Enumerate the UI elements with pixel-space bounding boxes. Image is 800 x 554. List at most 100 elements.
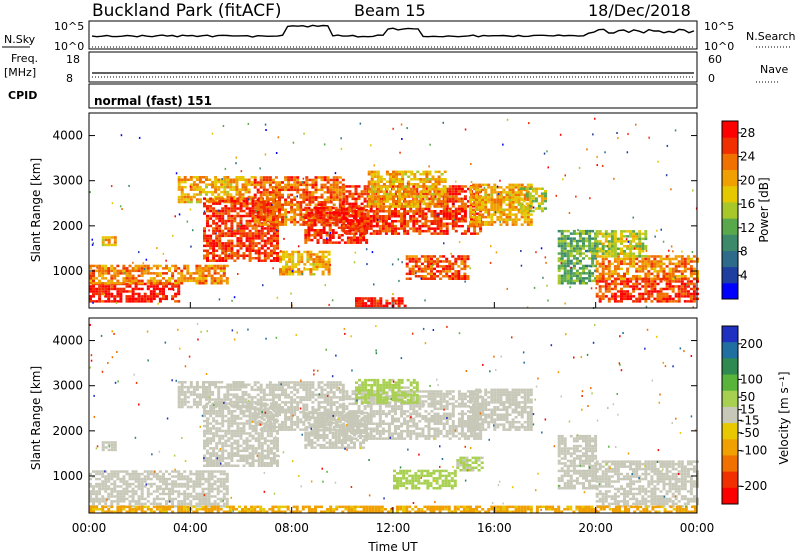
heatmap-cell bbox=[430, 270, 433, 273]
heatmap-cell bbox=[220, 185, 224, 189]
heatmap-cell bbox=[254, 244, 258, 248]
heatmap-cell bbox=[499, 208, 503, 211]
noise-point bbox=[670, 188, 672, 191]
heatmap-cell bbox=[248, 242, 252, 245]
heatmap-cell bbox=[266, 212, 270, 215]
heatmap-cell bbox=[131, 277, 135, 280]
heatmap-cell bbox=[428, 200, 432, 203]
heatmap-cell bbox=[415, 217, 419, 220]
heatmap-cell bbox=[110, 243, 114, 247]
heatmap-cell bbox=[475, 193, 479, 197]
heatmap-cell bbox=[205, 198, 208, 201]
noise-point bbox=[681, 250, 683, 253]
heatmap-cell bbox=[591, 252, 595, 255]
heatmap-cell bbox=[218, 244, 222, 248]
noise-point bbox=[340, 147, 343, 150]
heatmap-cell bbox=[427, 197, 431, 201]
heatmap-cell bbox=[140, 267, 144, 270]
heatmap-cell bbox=[656, 290, 660, 293]
heatmap-cell bbox=[98, 297, 102, 301]
heatmap-cell bbox=[210, 267, 214, 270]
heatmap-cell bbox=[113, 475, 117, 478]
heatmap-cell bbox=[653, 262, 657, 266]
heatmap-cell bbox=[239, 209, 243, 213]
heatmap-cell bbox=[582, 257, 585, 260]
heatmap-cell bbox=[268, 183, 272, 187]
heatmap-cell bbox=[613, 242, 617, 245]
heatmap-cell bbox=[319, 206, 323, 210]
heatmap-cell bbox=[445, 212, 449, 215]
heatmap-cell bbox=[451, 195, 455, 198]
heatmap-cell bbox=[128, 495, 132, 498]
heatmap-cell bbox=[410, 190, 414, 193]
heatmap-cell bbox=[629, 255, 633, 258]
heatmap-cell bbox=[131, 497, 135, 501]
heatmap-cell bbox=[351, 215, 355, 218]
heatmap-cell bbox=[392, 202, 395, 206]
noise-point bbox=[657, 160, 659, 163]
heatmap-cell bbox=[107, 287, 111, 291]
heatmap-cell bbox=[479, 227, 483, 230]
heatmap-cell bbox=[653, 287, 657, 291]
heatmap-cell bbox=[183, 490, 187, 493]
noise-point bbox=[334, 172, 337, 175]
heatmap-cell bbox=[98, 292, 102, 296]
heatmap-cell bbox=[508, 208, 512, 211]
heatmap-cell bbox=[490, 188, 494, 192]
heatmap-cell bbox=[656, 262, 660, 266]
noise-point bbox=[499, 212, 501, 215]
heatmap-cell bbox=[414, 265, 418, 268]
heatmap-cell bbox=[183, 495, 187, 498]
heatmap-cell bbox=[644, 232, 648, 236]
heatmap-cell bbox=[177, 180, 181, 184]
heatmap-cell bbox=[610, 280, 614, 283]
noise-point bbox=[575, 195, 577, 198]
heatmap-cell bbox=[202, 190, 205, 194]
noise-point bbox=[665, 174, 668, 177]
heatmap-cell bbox=[183, 274, 187, 278]
heatmap-cell bbox=[403, 220, 407, 223]
heatmap-cell bbox=[375, 210, 379, 213]
heatmap-cell bbox=[332, 218, 336, 221]
heatmap-cell bbox=[493, 188, 497, 192]
heatmap-cell bbox=[409, 227, 413, 230]
heatmap-cell bbox=[437, 197, 441, 201]
heatmap-cell bbox=[331, 234, 335, 237]
heatmap-cell bbox=[626, 252, 630, 255]
heatmap-cell bbox=[575, 252, 579, 255]
heatmap-cell bbox=[307, 219, 311, 222]
heatmap-cell bbox=[415, 229, 419, 233]
heatmap-cell bbox=[638, 265, 642, 268]
heatmap-cell bbox=[511, 186, 515, 189]
heatmap-cell bbox=[113, 274, 117, 278]
heatmap-cell bbox=[463, 267, 467, 271]
heatmap-cell bbox=[229, 193, 233, 196]
noise-point bbox=[96, 266, 98, 269]
noise-point bbox=[499, 179, 501, 182]
heatmap-cell bbox=[149, 272, 153, 275]
heatmap-cell bbox=[285, 273, 289, 276]
heatmap-cell bbox=[419, 200, 423, 203]
heatmap-cell bbox=[272, 234, 276, 238]
heatmap-cell bbox=[239, 204, 243, 208]
heatmap-cell bbox=[418, 210, 422, 213]
heatmap-cell bbox=[650, 282, 654, 286]
heatmap-cell bbox=[683, 262, 687, 266]
heatmap-cell bbox=[412, 229, 416, 233]
heatmap-cell bbox=[98, 287, 102, 291]
heatmap-cell bbox=[463, 207, 467, 211]
heatmap-cell bbox=[210, 490, 214, 493]
noise-point bbox=[391, 263, 394, 266]
noise-point bbox=[604, 151, 606, 154]
heatmap-cell bbox=[269, 244, 273, 248]
heatmap-cell bbox=[454, 275, 458, 278]
heatmap-cell bbox=[514, 215, 518, 219]
heatmap-cell bbox=[119, 470, 123, 473]
heatmap-cell bbox=[269, 249, 273, 252]
heatmap-cell bbox=[434, 180, 438, 183]
heatmap-cell bbox=[278, 186, 281, 189]
heatmap-cell bbox=[207, 502, 211, 506]
heatmap-cell bbox=[206, 214, 209, 218]
heatmap-cell bbox=[375, 222, 379, 225]
heatmap-cell bbox=[253, 196, 257, 199]
